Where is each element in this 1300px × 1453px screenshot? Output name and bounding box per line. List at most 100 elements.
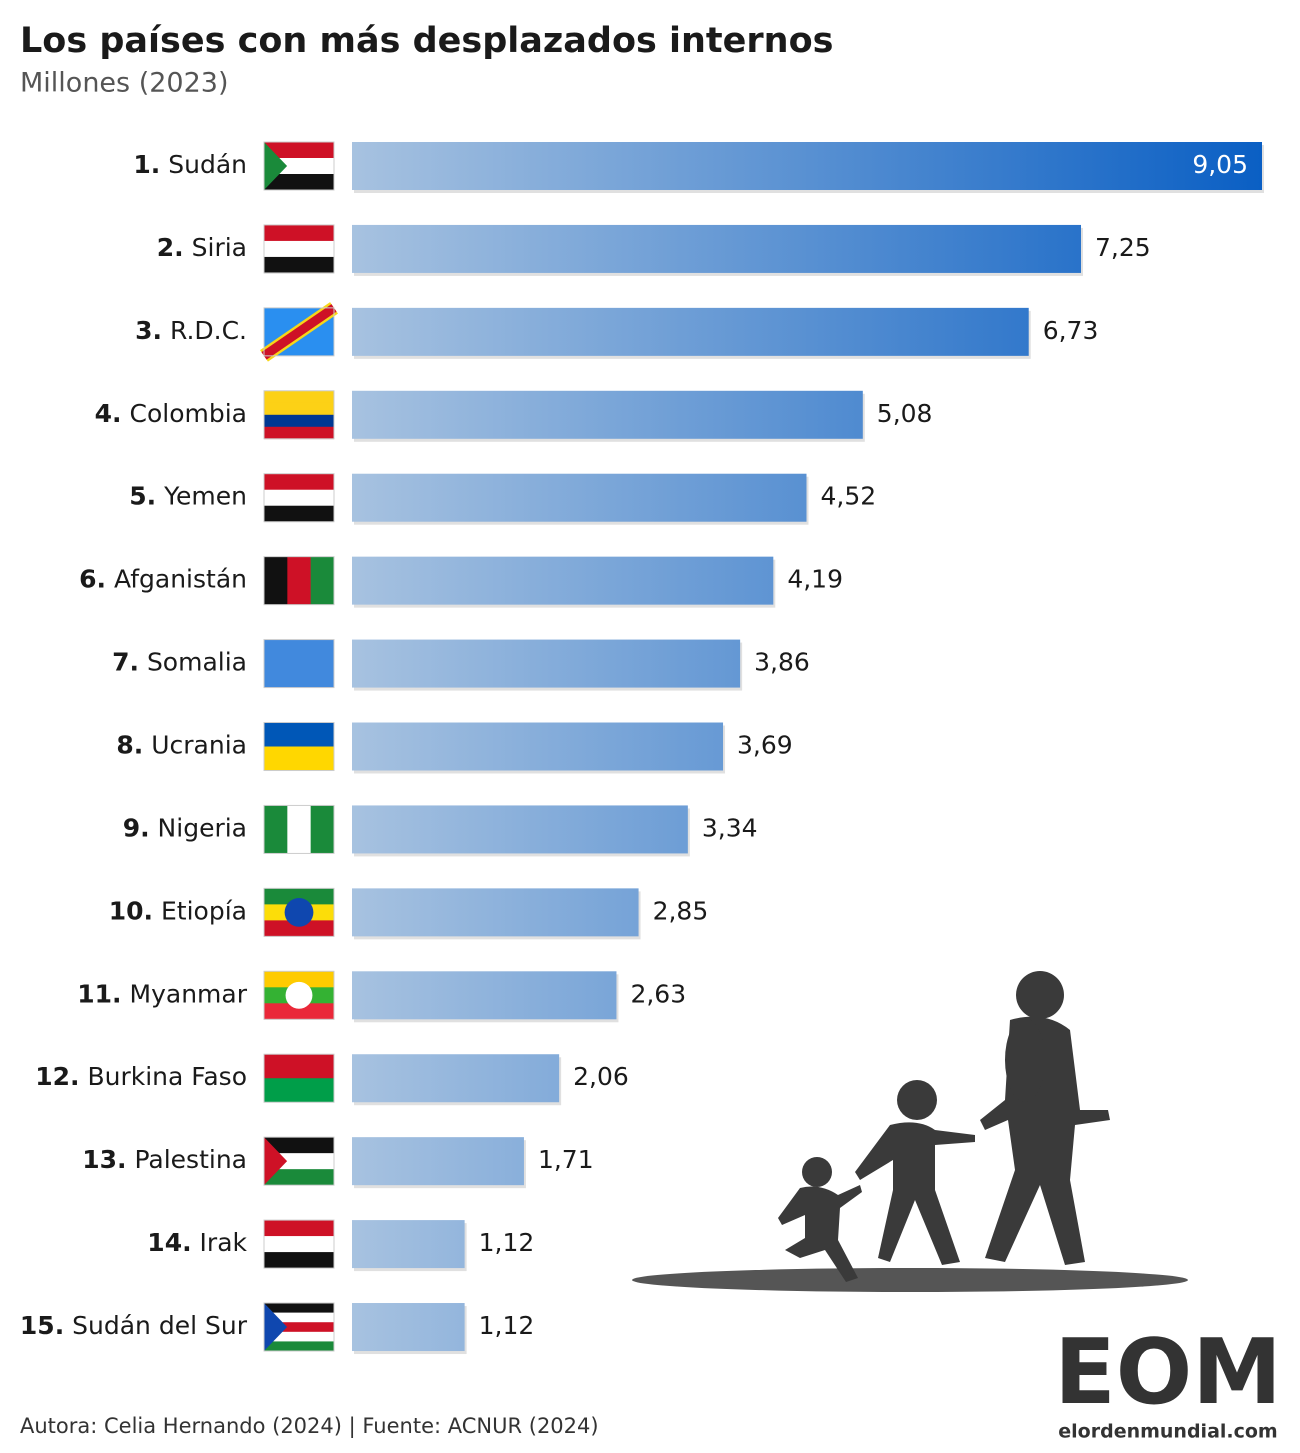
category-label: 10. Etiopía (109, 896, 247, 925)
flag-stripe (264, 1078, 334, 1103)
bar (352, 722, 724, 771)
bar (352, 390, 863, 439)
flag-stripe (264, 971, 334, 988)
bar (352, 473, 807, 522)
flag (263, 1219, 335, 1269)
category-label: 8. Ucrania (116, 731, 247, 760)
category-label: 11. Myanmar (77, 979, 247, 1008)
value-label: 3,34 (702, 813, 758, 842)
country: Colombia (130, 399, 247, 428)
bar (352, 556, 774, 605)
category-label: 4. Colombia (95, 399, 247, 428)
flag-border (263, 141, 335, 191)
flag-border (263, 1219, 335, 1269)
rank: 12. (35, 1062, 79, 1091)
flag-stripe (287, 805, 311, 854)
logo: EOM (1054, 1320, 1282, 1425)
flag-stripe (264, 256, 334, 274)
flag-triangle (264, 142, 288, 190)
value-label: 1,12 (479, 1311, 535, 1340)
country: Palestina (134, 1145, 247, 1174)
flag-stripe (264, 639, 334, 688)
bar (352, 888, 639, 937)
flag-stripe (264, 556, 288, 605)
flag-stripe (264, 1003, 334, 1020)
flag-triangle (264, 1137, 288, 1186)
bar (352, 142, 1262, 190)
flag-border (263, 473, 335, 523)
category-label: 7. Somalia (112, 648, 247, 677)
flag-border (263, 887, 335, 937)
category-label: 2. Siria (157, 233, 247, 262)
country: Ucrania (151, 731, 247, 760)
logo-url: elordenmundial.com (1058, 1421, 1277, 1443)
chart-title: Los países con más desplazados internos (20, 21, 833, 61)
value-label: 2,06 (573, 1062, 629, 1091)
rank: 13. (82, 1145, 126, 1174)
flag-border (263, 307, 335, 357)
flag (263, 1302, 335, 1352)
rank: 3. (135, 316, 162, 345)
flag-stripe (264, 402, 334, 416)
flag (263, 639, 335, 689)
bar (352, 639, 741, 688)
flag-stripe (264, 390, 334, 404)
flag (263, 390, 335, 440)
flag-stripe (264, 746, 334, 771)
category-label: 9. Nigeria (123, 813, 247, 842)
rank: 4. (95, 399, 122, 428)
rank: 10. (109, 896, 153, 925)
value-label: 4,52 (820, 482, 876, 511)
flag (260, 302, 338, 362)
rank: 14. (147, 1228, 191, 1257)
flag-stripe (264, 1220, 334, 1237)
rank: 8. (116, 731, 143, 760)
flag (263, 556, 335, 606)
flag (263, 224, 335, 274)
country: Somalia (147, 648, 247, 677)
country: Sudán del Sur (72, 1311, 248, 1340)
flag-stripe (264, 1054, 334, 1079)
country: Sudán (168, 150, 247, 179)
flag-stripe (287, 556, 311, 605)
country: Myanmar (130, 979, 248, 1008)
flag-stripe (264, 1303, 334, 1313)
flag (263, 722, 335, 772)
bar (352, 1303, 465, 1352)
flag (263, 1136, 335, 1186)
flag-stripe (264, 1236, 334, 1253)
rank: 15. (20, 1311, 64, 1340)
category-label: 12. Burkina Faso (35, 1062, 247, 1091)
flag (263, 887, 335, 937)
category-label: 3. R.D.C. (135, 316, 247, 345)
flag (263, 1053, 335, 1103)
silhouette (632, 971, 1188, 1292)
flag-stripe (264, 888, 334, 905)
flag (263, 473, 335, 523)
footer: Autora: Celia Hernando (2024) | Fuente: … (20, 1414, 599, 1439)
flag-stripe (264, 920, 334, 937)
value-label: 4,19 (787, 565, 843, 594)
flag-triangle (264, 1303, 288, 1352)
flag-border (263, 556, 335, 606)
value-label: 1,71 (538, 1145, 594, 1174)
flag-border (263, 970, 335, 1020)
flag-stripe (264, 1341, 334, 1352)
flag-border (263, 390, 335, 440)
flag-stripe (264, 142, 334, 159)
country: R.D.C. (170, 316, 247, 345)
flag-stripe (264, 1169, 334, 1186)
flag (263, 970, 335, 1020)
value-label: 9,05 (1192, 150, 1248, 179)
flag-stripe (264, 414, 334, 428)
rank: 9. (123, 813, 150, 842)
value-label: 3,69 (737, 731, 793, 760)
country: Irak (200, 1228, 248, 1257)
value-label: 7,25 (1095, 233, 1151, 262)
country: Siria (192, 233, 247, 262)
value-label: 1,12 (479, 1228, 535, 1257)
flag-stripe (264, 1331, 334, 1342)
flag-stripe (264, 489, 334, 507)
value-label: 5,08 (877, 399, 933, 428)
rank: 5. (129, 482, 156, 511)
